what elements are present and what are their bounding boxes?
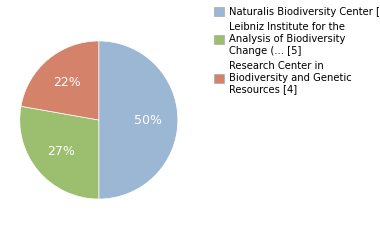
Text: 27%: 27% — [48, 145, 75, 158]
Legend: Naturalis Biodiversity Center [9], Leibniz Institute for the
Analysis of Biodive: Naturalis Biodiversity Center [9], Leibn… — [212, 5, 380, 96]
Wedge shape — [99, 41, 178, 199]
Wedge shape — [21, 41, 99, 120]
Text: 22%: 22% — [54, 76, 81, 89]
Wedge shape — [20, 106, 99, 199]
Text: 50%: 50% — [134, 114, 162, 126]
